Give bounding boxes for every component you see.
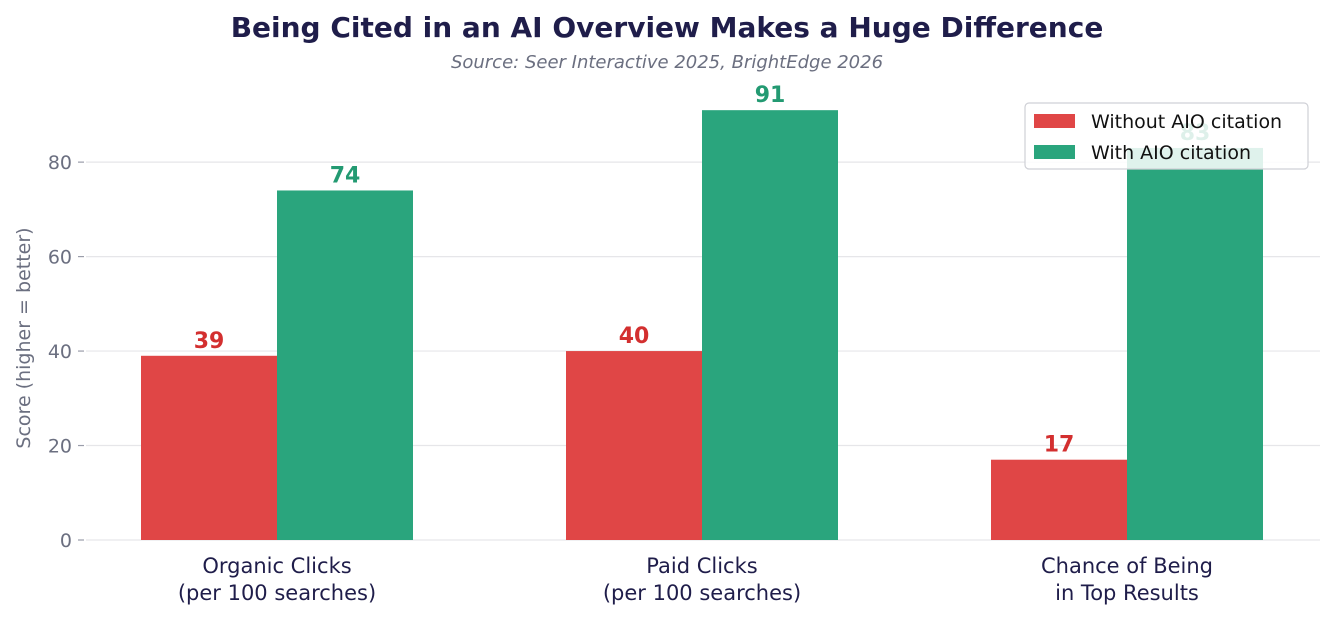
x-tick-label: Paid Clicks	[646, 554, 757, 578]
bars-layer	[141, 110, 1263, 540]
x-tick-label: (per 100 searches)	[178, 581, 376, 605]
data-label: 40	[619, 324, 650, 349]
data-label: 74	[330, 163, 361, 188]
chart-title: Being Cited in an AI Overview Makes a Hu…	[231, 11, 1104, 44]
bar-without-aio-1	[141, 355, 277, 540]
legend-box	[1024, 102, 1309, 170]
data-label: 17	[1044, 433, 1075, 458]
y-tick-label: 40	[48, 341, 72, 363]
y-tick-label: 60	[48, 247, 72, 269]
axes-layer: 0 20 40 60 80 Score (higher = better) Organic …	[13, 152, 1213, 605]
y-tick-label: 0	[60, 530, 72, 552]
y-tick-label: 80	[48, 152, 72, 174]
bar-with-aio-3	[1127, 147, 1263, 540]
bar-with-aio-1	[277, 190, 413, 540]
bar-with-aio-2	[702, 110, 838, 540]
legend-swatch-without-aio	[1034, 114, 1075, 128]
legend-swatch-with-aio	[1034, 145, 1075, 159]
y-axis-label: Score (higher = better)	[13, 227, 35, 448]
data-label: 39	[194, 329, 225, 354]
data-label: 91	[755, 83, 786, 108]
legend-label-with-aio: With AIO citation	[1091, 142, 1251, 164]
bar-without-aio-3	[991, 459, 1127, 540]
bar-without-aio-2	[566, 351, 702, 540]
legend-label-without-aio: Without AIO citation	[1091, 111, 1282, 133]
chart-subtitle: Source: Seer Interactive 2025, BrightEdg…	[451, 52, 883, 73]
legend: Without AIO citation With AIO citation	[1024, 102, 1309, 170]
x-tick-label: in Top Results	[1055, 581, 1199, 605]
y-tick-label: 20	[48, 436, 72, 458]
x-tick-label: Chance of Being	[1041, 554, 1213, 578]
x-tick-label: Organic Clicks	[202, 554, 351, 578]
x-tick-label: (per 100 searches)	[603, 581, 801, 605]
